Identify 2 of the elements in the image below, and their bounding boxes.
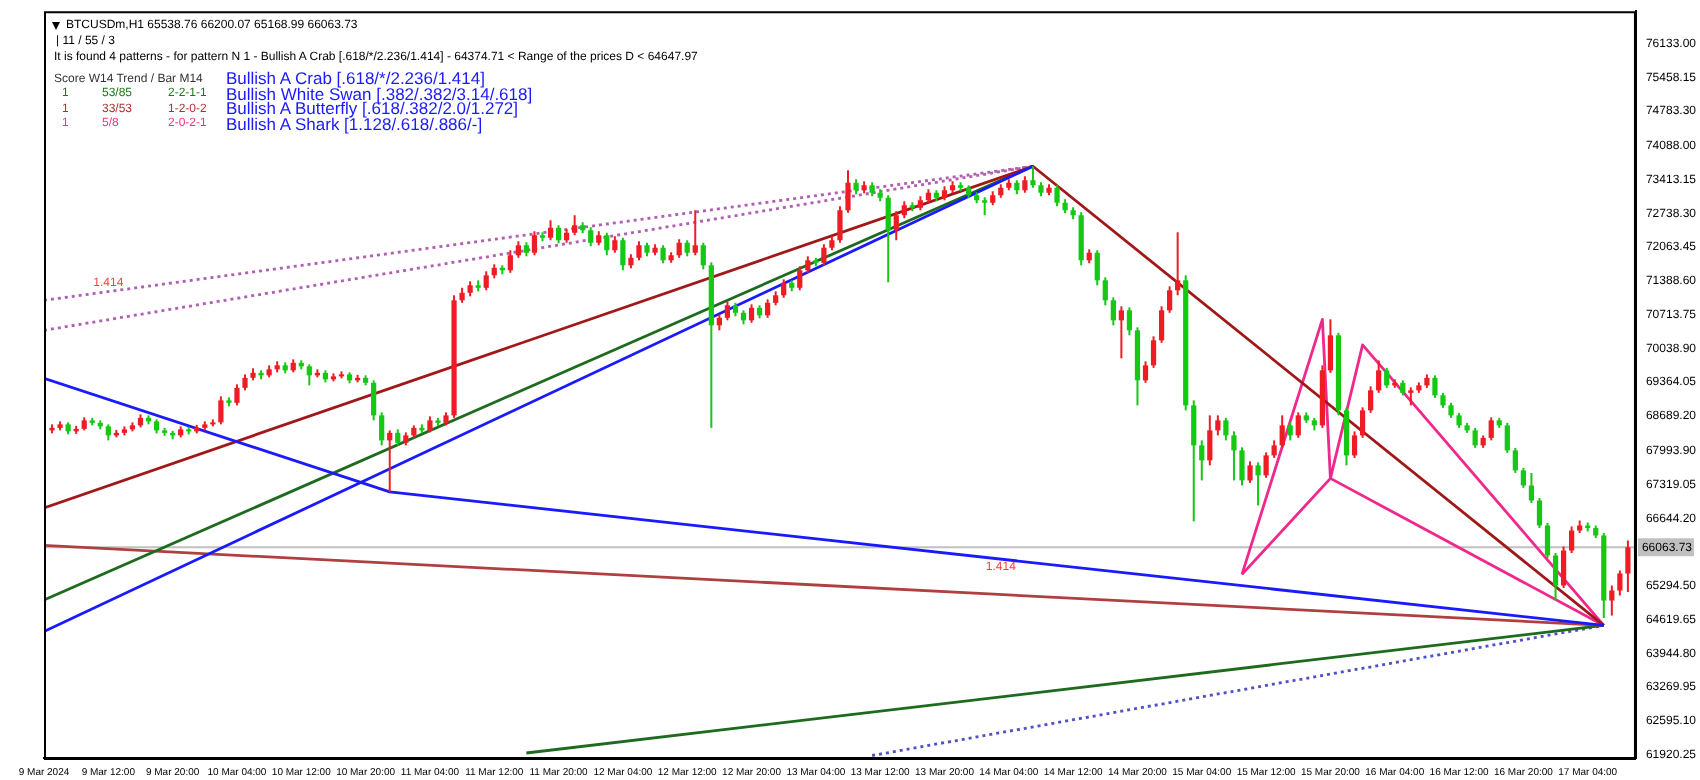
annotation: Bullish A Butterfly [.618/.382/2.0/1.272]: [226, 98, 519, 119]
annotation: Bullish A Crab [.618/*/2.236/1.414]: [226, 68, 485, 88]
